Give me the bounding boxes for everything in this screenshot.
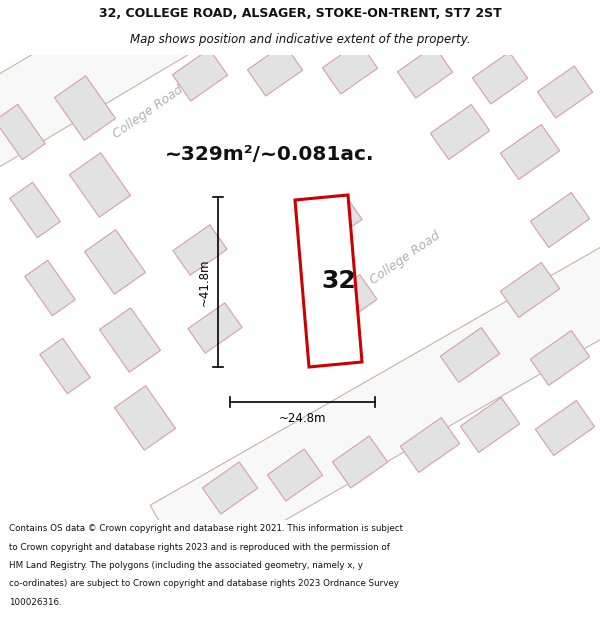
Polygon shape (247, 44, 302, 96)
Polygon shape (530, 192, 590, 248)
Polygon shape (188, 302, 242, 353)
Polygon shape (323, 275, 377, 325)
Polygon shape (332, 436, 388, 488)
Text: 100026316.: 100026316. (9, 598, 62, 607)
Polygon shape (0, 104, 45, 160)
Polygon shape (70, 152, 130, 218)
Text: 32: 32 (321, 269, 356, 293)
Text: HM Land Registry. The polygons (including the associated geometry, namely x, y: HM Land Registry. The polygons (includin… (9, 561, 363, 570)
Polygon shape (440, 328, 500, 382)
Text: ~41.8m: ~41.8m (197, 258, 211, 306)
Text: 32, COLLEGE ROAD, ALSAGER, STOKE-ON-TRENT, ST7 2ST: 32, COLLEGE ROAD, ALSAGER, STOKE-ON-TREN… (98, 8, 502, 20)
Polygon shape (500, 124, 560, 179)
Polygon shape (295, 195, 362, 367)
Polygon shape (40, 338, 90, 394)
Polygon shape (115, 386, 175, 450)
Polygon shape (150, 230, 600, 575)
Text: College Road: College Road (367, 229, 443, 287)
Polygon shape (472, 52, 527, 104)
Polygon shape (100, 308, 160, 372)
Polygon shape (85, 230, 145, 294)
Polygon shape (172, 49, 227, 101)
Text: College Road: College Road (110, 83, 185, 141)
Polygon shape (397, 46, 452, 98)
Polygon shape (535, 401, 595, 456)
Text: Map shows position and indicative extent of the property.: Map shows position and indicative extent… (130, 33, 470, 46)
Polygon shape (25, 260, 75, 316)
Polygon shape (400, 418, 460, 472)
Text: ~329m²/~0.081ac.: ~329m²/~0.081ac. (165, 146, 375, 164)
Polygon shape (268, 449, 323, 501)
Polygon shape (538, 66, 593, 118)
Text: ~24.8m: ~24.8m (279, 411, 326, 424)
Polygon shape (202, 462, 257, 514)
Text: to Crown copyright and database rights 2023 and is reproduced with the permissio: to Crown copyright and database rights 2… (9, 542, 390, 552)
Polygon shape (308, 195, 362, 245)
Polygon shape (0, 0, 391, 166)
Polygon shape (173, 225, 227, 275)
Polygon shape (10, 182, 60, 238)
Polygon shape (430, 104, 490, 159)
Polygon shape (500, 262, 560, 318)
Text: co-ordinates) are subject to Crown copyright and database rights 2023 Ordnance S: co-ordinates) are subject to Crown copyr… (9, 579, 399, 588)
Polygon shape (460, 398, 520, 452)
Text: Contains OS data © Crown copyright and database right 2021. This information is : Contains OS data © Crown copyright and d… (9, 524, 403, 533)
Polygon shape (55, 76, 115, 140)
Polygon shape (530, 331, 590, 386)
Polygon shape (322, 42, 377, 94)
